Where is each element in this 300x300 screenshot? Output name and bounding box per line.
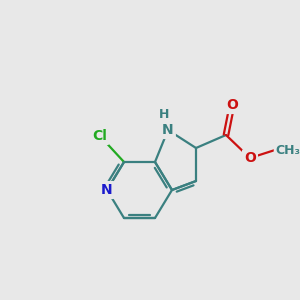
Text: CH₃: CH₃ (275, 143, 300, 157)
Text: O: O (226, 98, 238, 112)
Text: Cl: Cl (93, 129, 107, 143)
Text: N: N (162, 123, 174, 137)
Text: N: N (101, 183, 113, 197)
Text: H: H (159, 107, 169, 121)
Text: O: O (244, 151, 256, 165)
